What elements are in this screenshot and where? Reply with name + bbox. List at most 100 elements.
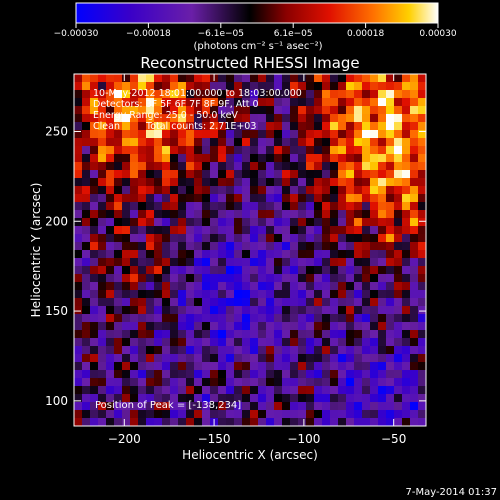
heatmap-cell — [378, 170, 387, 179]
heatmap-cell — [98, 242, 107, 251]
heatmap-cell — [194, 202, 203, 211]
heatmap-cell — [114, 322, 123, 331]
heatmap-cell — [354, 314, 363, 323]
heatmap-cell — [290, 106, 299, 115]
heatmap-cell — [234, 386, 243, 395]
heatmap-cell — [178, 370, 187, 379]
heatmap-cell — [362, 418, 371, 426]
heatmap-cell — [306, 98, 315, 107]
heatmap-cell — [346, 362, 355, 371]
heatmap-cell — [226, 338, 235, 347]
heatmap-cell — [250, 330, 259, 339]
heatmap-cell — [370, 138, 379, 147]
heatmap-cell — [170, 346, 179, 355]
heatmap-cell — [386, 138, 395, 147]
heatmap-cell — [178, 362, 187, 371]
heatmap-cell — [282, 122, 291, 131]
heatmap-cell — [330, 306, 339, 315]
heatmap-cell — [202, 418, 211, 426]
heatmap-cell — [298, 418, 307, 426]
heatmap-cell — [346, 162, 355, 171]
heatmap-cell — [218, 218, 227, 227]
heatmap-cell — [274, 194, 283, 203]
heatmap-cell — [106, 122, 115, 131]
heatmap-cell — [314, 154, 323, 163]
heatmap-cell — [386, 290, 395, 299]
heatmap-cell — [122, 202, 131, 211]
heatmap-cell — [138, 266, 147, 275]
heatmap-cell — [98, 378, 107, 387]
heatmap-cell — [362, 314, 371, 323]
heatmap-cell — [194, 218, 203, 227]
heatmap-cell — [306, 274, 315, 283]
heatmap-cell — [402, 410, 411, 419]
heatmap-cell — [194, 234, 203, 243]
heatmap-cell — [202, 362, 211, 371]
heatmap-cell — [98, 402, 107, 411]
heatmap-cell — [82, 218, 91, 227]
heatmap-cell — [146, 290, 155, 299]
heatmap-cell — [314, 210, 323, 219]
heatmap-cell — [114, 114, 123, 123]
heatmap-cell — [258, 354, 267, 363]
heatmap-cell — [226, 138, 235, 147]
heatmap-cell — [298, 90, 307, 99]
heatmap-cell — [306, 170, 315, 179]
heatmap-cell — [330, 226, 339, 235]
heatmap-cell — [386, 338, 395, 347]
heatmap-cell — [114, 178, 123, 187]
heatmap-cell — [242, 82, 251, 91]
heatmap-cell — [346, 154, 355, 163]
heatmap-cell — [370, 346, 379, 355]
heatmap-cell — [290, 146, 299, 155]
heatmap-cell — [298, 346, 307, 355]
heatmap-cell — [194, 274, 203, 283]
heatmap-cell — [250, 386, 259, 395]
heatmap-cell — [138, 298, 147, 307]
heatmap-cell — [186, 386, 195, 395]
heatmap-cell — [402, 306, 411, 315]
heatmap-cell — [258, 138, 267, 147]
annotation-total-counts: Total counts: 2.71E+03 — [145, 121, 256, 132]
heatmap-cell — [242, 194, 251, 203]
heatmap-cell — [178, 186, 187, 195]
heatmap-cell — [234, 394, 243, 403]
heatmap-cell — [354, 90, 363, 99]
heatmap-cell — [138, 306, 147, 315]
heatmap-cell — [386, 82, 395, 91]
heatmap-cell — [98, 386, 107, 395]
heatmap-cell — [218, 266, 227, 275]
heatmap-cell — [106, 114, 115, 123]
heatmap-cell — [370, 418, 379, 426]
heatmap-cell — [146, 370, 155, 379]
heatmap-cell — [154, 402, 163, 411]
heatmap-cell — [370, 82, 379, 91]
heatmap-cell — [370, 370, 379, 379]
heatmap-cell — [298, 226, 307, 235]
heatmap-cell — [354, 330, 363, 339]
heatmap-cell — [122, 74, 131, 83]
heatmap-cell — [394, 418, 403, 426]
heatmap-cell — [346, 194, 355, 203]
heatmap-cell — [282, 306, 291, 315]
heatmap-cell — [154, 82, 163, 91]
heatmap-cell — [274, 162, 283, 171]
heatmap-cell — [346, 346, 355, 355]
heatmap-cell — [394, 266, 403, 275]
heatmap-cell — [122, 170, 131, 179]
heatmap-cell — [162, 82, 171, 91]
heatmap-cell — [322, 386, 331, 395]
heatmap-cell — [194, 74, 203, 83]
heatmap-cell — [314, 266, 323, 275]
heatmap-cell — [410, 178, 419, 187]
heatmap-cell — [258, 98, 267, 107]
heatmap-cell — [338, 154, 347, 163]
heatmap-cell — [74, 394, 83, 403]
heatmap-cell — [90, 154, 99, 163]
heatmap-cell — [346, 354, 355, 363]
heatmap-cell — [354, 378, 363, 387]
heatmap-cell — [266, 338, 275, 347]
heatmap-cell — [138, 242, 147, 251]
heatmap-cell — [114, 394, 123, 403]
heatmap-cell — [226, 330, 235, 339]
